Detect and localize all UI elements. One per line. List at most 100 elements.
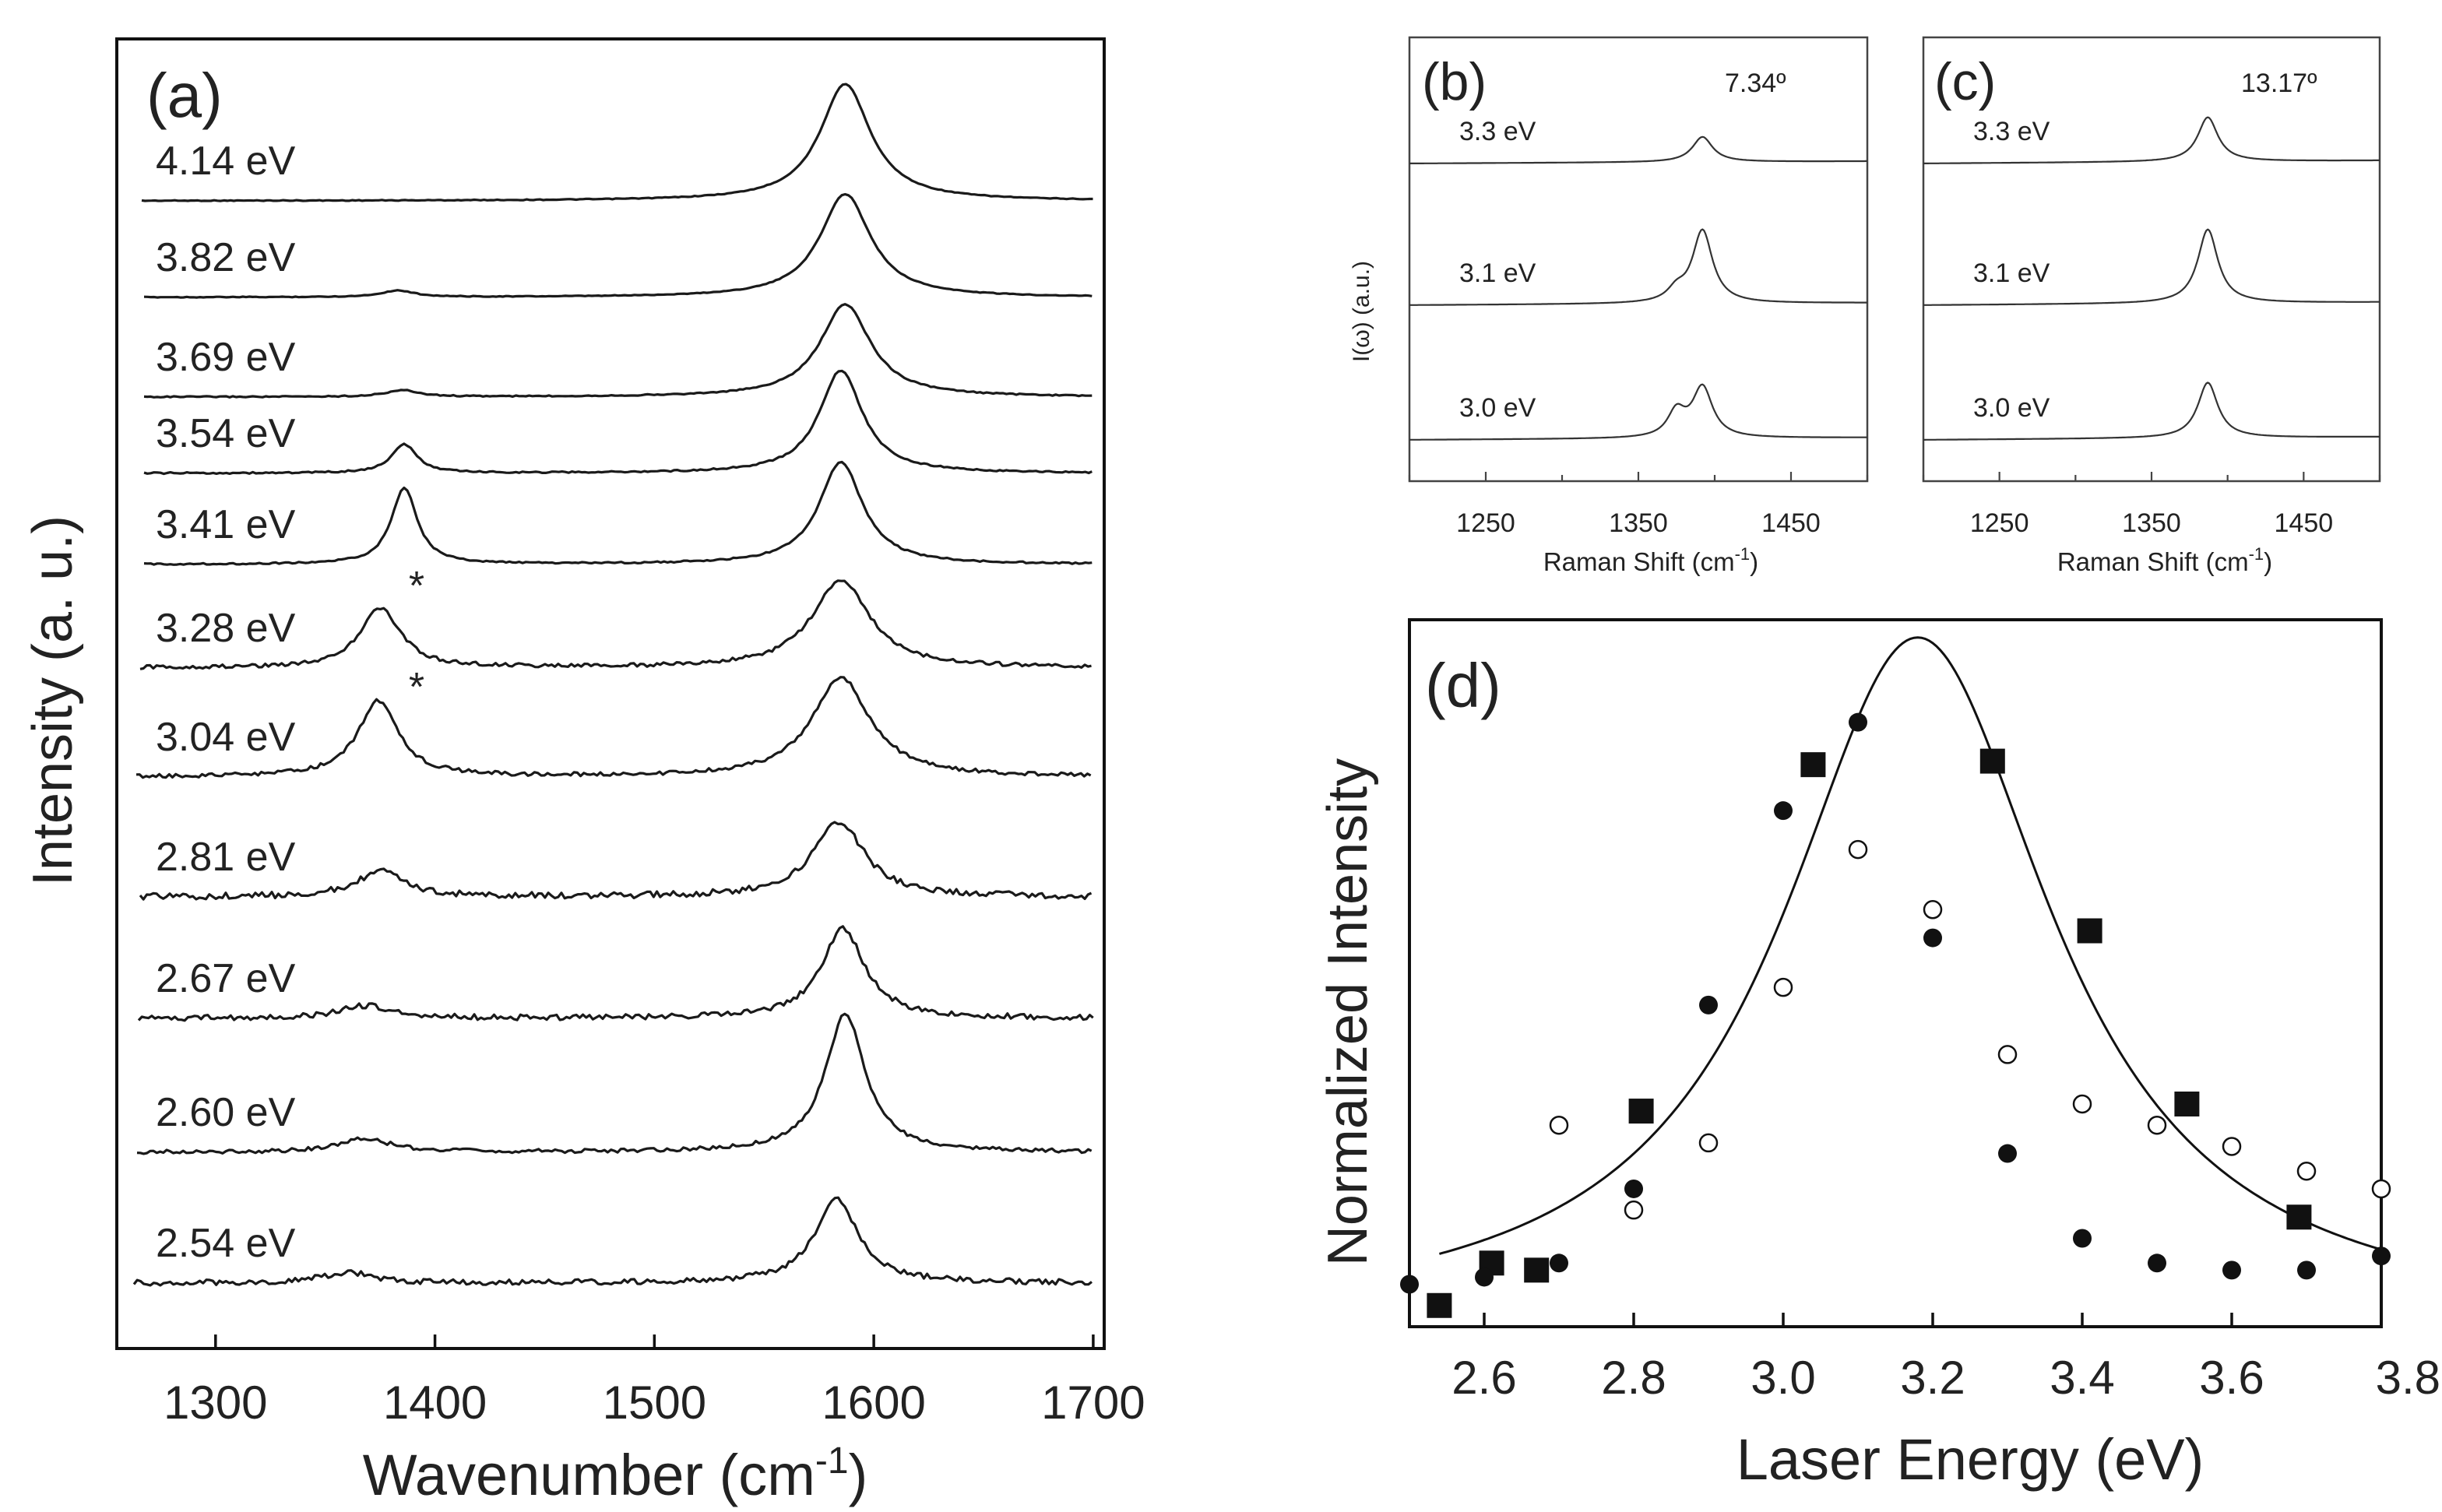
x-tick-label: 1700 [1041, 1377, 1145, 1429]
series-label: 3.0 eV [1459, 393, 1536, 423]
square-marker [2174, 1091, 2200, 1116]
panel-c-angle: 13.17º [2241, 69, 2317, 98]
filled-circle-marker [1998, 1144, 2017, 1163]
spectrum-trace [143, 460, 1093, 566]
series-label: 2.67 eV [156, 956, 296, 1001]
panel-c-xlabel: Raman Shift (cm-1) [2057, 544, 2272, 576]
spectrum-trace [141, 83, 1093, 202]
annotation-star-1: * [409, 564, 424, 609]
panel-a-ylabel: Intensity (a. u.) [22, 515, 84, 886]
square-marker [1524, 1257, 1550, 1283]
spectrum-trace [143, 192, 1093, 299]
filled-circle-marker [2372, 1247, 2391, 1266]
panel-d-ylabel: Normalized Intensity [1317, 758, 1379, 1266]
filled-circle-marker [1400, 1275, 1419, 1294]
series-label: 2.54 eV [156, 1221, 296, 1266]
panel-a-label: (a) [146, 61, 223, 130]
series-label: 3.28 eV [156, 606, 296, 651]
series-label: 3.54 eV [156, 411, 296, 456]
panel-a-frame [115, 37, 1106, 1350]
series-label: 3.3 eV [1973, 117, 2050, 146]
panel-c-traces [1923, 116, 2380, 441]
square-marker [1800, 752, 1826, 778]
spectrum-trace [136, 1012, 1093, 1155]
series-label: 2.81 eV [156, 835, 296, 880]
panel-b-angle: 7.34º [1725, 69, 1786, 98]
square-marker [2286, 1204, 2312, 1230]
panel-d-xlabel: Laser Energy (eV) [1736, 1427, 2204, 1492]
open-circle-marker [1624, 1200, 1644, 1220]
filled-circle-marker [1923, 928, 1942, 948]
filled-circle-marker [1475, 1268, 1494, 1287]
panel-d-fit-curve [1439, 636, 2382, 1255]
x-tick-label: 1600 [822, 1377, 925, 1429]
panel-d-frame [1408, 618, 2383, 1328]
panel-c-x-ticks: 1250 1350 1450 [1922, 472, 2381, 538]
panel-b-traces [1409, 135, 1867, 441]
open-circle-marker [1773, 977, 1793, 997]
filled-circle-marker [1849, 712, 1867, 732]
panel-b-ylabel: I(ω) (a.u.) [1349, 261, 1374, 362]
panel-d-x-ticks: 2.6 2.8 3.0 3.2 3.4 3.6 3.8 [1451, 1313, 2440, 1404]
x-tick-label: 1450 [1761, 508, 1821, 538]
open-circle-marker [2147, 1115, 2167, 1135]
series-label: 3.3 eV [1459, 117, 1536, 146]
open-circle-marker [1848, 839, 1868, 860]
spectrum-trace [135, 676, 1092, 779]
panel-b-xlabel: Raman Shift (cm-1) [1543, 544, 1758, 576]
panel-c-label: (c) [1934, 52, 1996, 111]
spectrum-trace [1923, 116, 2380, 164]
spectrum-trace [139, 821, 1093, 901]
panel-d-points [1400, 712, 2391, 1318]
panel-a-xlabel: Wavenumber (cm-1) [363, 1440, 868, 1507]
open-circle-marker [2222, 1137, 2242, 1156]
x-tick-label: 1500 [603, 1377, 706, 1429]
panel-c: (c) 13.17º 3.3 eV 3.1 eV 3.0 eV 1250 1350 14… [1922, 36, 2381, 576]
series-label: 3.1 eV [1973, 258, 2050, 288]
open-circle-marker [1698, 1133, 1719, 1153]
open-circle-marker [1997, 1045, 2018, 1064]
x-tick-label: 3.4 [2050, 1352, 2114, 1404]
x-tick-label: 1250 [1970, 508, 2029, 538]
filled-circle-marker [1624, 1179, 1643, 1198]
filled-circle-marker [1774, 801, 1793, 821]
x-tick-label: 3.2 [1900, 1352, 1965, 1404]
panel-b-series-labels: 3.3 eV 3.1 eV 3.0 eV [1459, 117, 1536, 423]
x-tick-label: 1400 [383, 1377, 487, 1429]
x-tick-label: 3.0 [1751, 1352, 1815, 1404]
panel-b: (b) 7.34º 3.3 eV 3.1 eV 3.0 eV 1250 1350 145… [1349, 36, 1869, 576]
panel-d: (d) 2.6 2.8 3.0 3.2 3.4 3.6 3.8 Laser Energy (… [1317, 618, 2440, 1492]
x-tick-label: 1450 [2275, 508, 2334, 538]
series-label: 3.1 eV [1459, 258, 1536, 288]
filled-circle-marker [1550, 1254, 1568, 1273]
x-tick-label: 2.8 [1601, 1352, 1666, 1404]
panel-d-label: (d) [1425, 651, 1501, 720]
open-circle-marker [1923, 900, 1943, 920]
filled-circle-marker [2148, 1254, 2166, 1273]
annotation-star-2: * [409, 665, 424, 710]
panel-a-x-ticks: 1300 1400 1500 1600 1700 [164, 1334, 1145, 1429]
series-label: 4.14 eV [156, 139, 296, 184]
filled-circle-marker [1699, 995, 1718, 1014]
panel-b-x-ticks: 1250 1350 1450 [1408, 472, 1869, 538]
series-label: 3.0 eV [1973, 393, 2050, 423]
x-tick-label: 1350 [2122, 508, 2181, 538]
square-marker [1979, 748, 2005, 774]
filled-circle-marker [2222, 1261, 2241, 1280]
spectrum-trace [1923, 382, 2380, 441]
spectrum-trace [1409, 228, 1867, 306]
series-label: 3.04 eV [156, 715, 296, 760]
open-circle-marker [2072, 1094, 2092, 1114]
filled-circle-marker [2297, 1261, 2316, 1280]
spectrum-trace [143, 303, 1093, 399]
spectrum-trace [1409, 135, 1867, 164]
filled-circle-marker [2073, 1229, 2092, 1248]
series-label: 2.60 eV [156, 1090, 296, 1135]
x-tick-label: 3.6 [2199, 1352, 2264, 1404]
spectrum-trace [1409, 383, 1867, 441]
panel-a-traces [132, 83, 1094, 1287]
x-tick-label: 1350 [1609, 508, 1668, 538]
square-marker [1427, 1292, 1452, 1318]
panel-a-series-labels: 4.14 eV 3.82 eV 3.69 eV 3.54 eV 3.41 eV 3.28 … [156, 139, 296, 1266]
